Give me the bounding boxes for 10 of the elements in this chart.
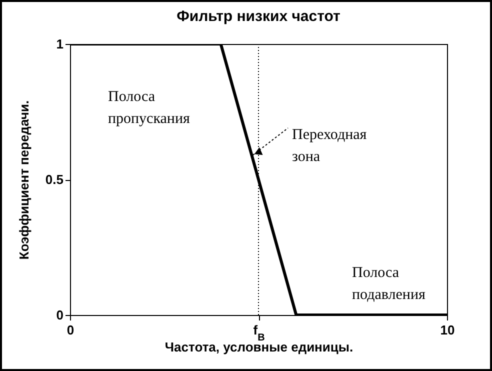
annotation: Полоса пропускания — [108, 89, 190, 127]
x-tick-label: 0 — [66, 322, 74, 338]
x-tick-label: 10 — [440, 322, 455, 338]
y-tick-label: 0.5 — [45, 172, 64, 187]
y-tick-label: 0 — [56, 308, 64, 322]
y-tick-label: 1 — [56, 36, 64, 52]
y-axis-title: Коэффициент передачи. — [16, 100, 32, 260]
annotation: Полоса подавления — [352, 265, 426, 303]
chart-title: Фильтр низких частот — [176, 8, 340, 25]
annotation: Переходная зона — [292, 127, 367, 165]
